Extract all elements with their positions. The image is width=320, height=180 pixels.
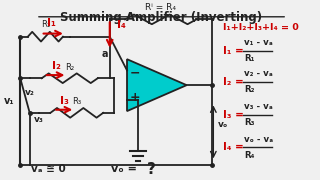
Text: I₄: I₄ [117,20,125,30]
Polygon shape [127,59,187,111]
Text: I₁: I₁ [47,18,56,28]
Text: a: a [102,49,108,59]
Text: R₂: R₂ [244,86,255,94]
Text: v₃ - vₐ: v₃ - vₐ [244,102,273,111]
Text: I₃: I₃ [60,96,69,106]
Text: I₄ =: I₄ = [223,142,247,152]
Text: vₒ - vₐ: vₒ - vₐ [244,135,273,144]
Text: Rⁱ = R₄: Rⁱ = R₄ [145,3,176,12]
Text: ?: ? [148,162,156,177]
Text: +: + [130,91,140,104]
Text: v₂ - vₐ: v₂ - vₐ [244,69,273,78]
Text: vₐ ≅ 0: vₐ ≅ 0 [31,164,66,174]
Text: I₁ =: I₁ = [223,46,247,56]
Text: v₁: v₁ [4,96,14,106]
Text: v₃: v₃ [34,115,44,124]
Text: I₃ =: I₃ = [223,110,247,120]
Text: vₒ =: vₒ = [111,164,141,174]
Text: −: − [130,67,140,80]
Text: vₒ: vₒ [218,120,228,129]
Text: R₁: R₁ [244,54,255,63]
Text: R₂: R₂ [65,63,74,72]
Text: Summing Amplifier (Inverting): Summing Amplifier (Inverting) [60,11,263,24]
Text: I₂: I₂ [52,61,61,71]
Text: R₃: R₃ [72,97,81,106]
Text: R₁: R₁ [41,20,50,29]
Text: I₁+I₂+I₃+I₄ = 0: I₁+I₂+I₃+I₄ = 0 [223,23,299,32]
Text: R₄: R₄ [244,151,254,160]
Text: I₂ =: I₂ = [223,77,247,87]
Text: v₁ - vₐ: v₁ - vₐ [244,38,273,47]
Text: R₃: R₃ [244,118,255,127]
Text: v₂: v₂ [25,88,34,97]
